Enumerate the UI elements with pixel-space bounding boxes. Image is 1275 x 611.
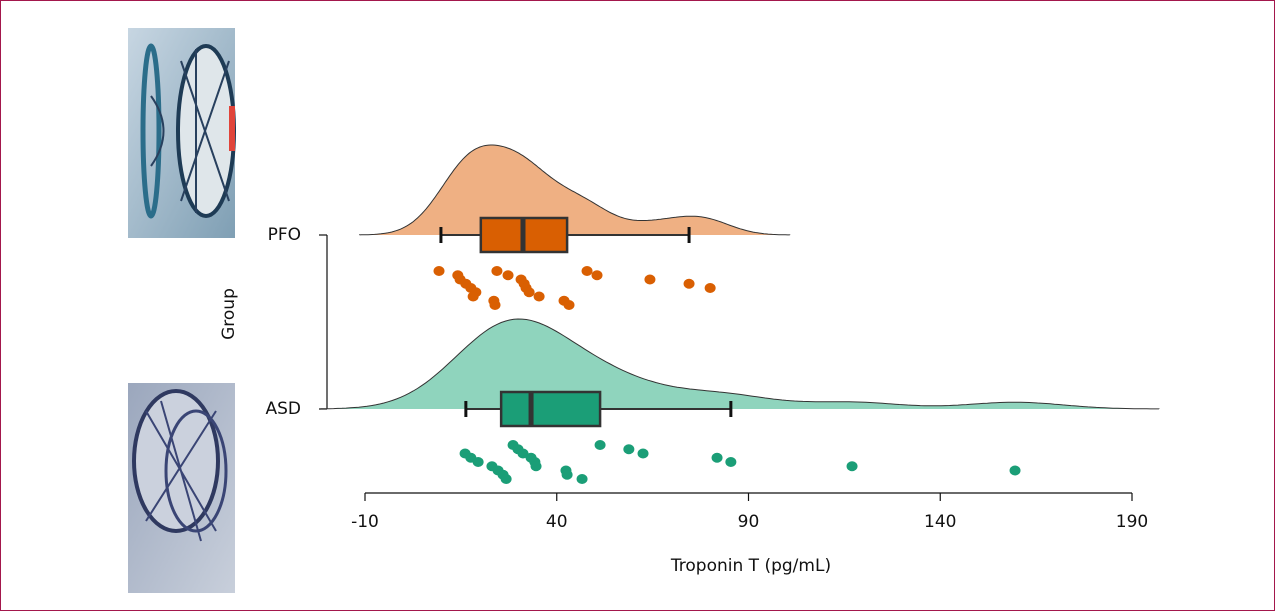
data-point — [523, 287, 535, 298]
y-tick-label: ASD — [265, 399, 301, 419]
data-point — [591, 270, 603, 281]
data-point — [517, 448, 529, 459]
x-tick-label: -10 — [351, 512, 379, 532]
data-point — [433, 266, 445, 276]
data-point — [704, 283, 716, 293]
data-point — [644, 274, 656, 285]
data-point — [581, 266, 593, 276]
data-point — [725, 457, 737, 467]
x-tick-label: 190 — [1116, 512, 1148, 532]
data-point — [500, 474, 512, 484]
data-point — [491, 266, 503, 276]
x-tick-label: 90 — [738, 512, 760, 532]
data-point — [711, 452, 723, 463]
data-point — [594, 440, 606, 450]
data-point — [472, 457, 484, 467]
x-axis-title: Troponin T (pg/mL) — [670, 556, 831, 576]
data-point — [683, 278, 695, 289]
data-point — [530, 461, 542, 472]
data-point — [533, 291, 545, 302]
data-point — [489, 300, 501, 310]
data-point — [623, 444, 635, 455]
x-tick-label: 140 — [924, 512, 956, 532]
data-point — [467, 291, 479, 302]
y-tick-label: PFO — [268, 225, 301, 245]
density — [320, 318, 1160, 410]
y-axis-title: Group — [219, 288, 239, 340]
x-tick-label: 40 — [546, 512, 568, 532]
data-point — [637, 448, 649, 459]
box — [499, 390, 602, 428]
data-point — [576, 474, 588, 484]
data-point — [846, 461, 858, 472]
data-point — [561, 469, 573, 480]
density — [358, 144, 791, 236]
data-point — [502, 270, 514, 281]
data-point — [1009, 465, 1021, 476]
device-photo — [128, 383, 235, 593]
device-photo — [128, 28, 236, 238]
data-point — [563, 300, 575, 310]
